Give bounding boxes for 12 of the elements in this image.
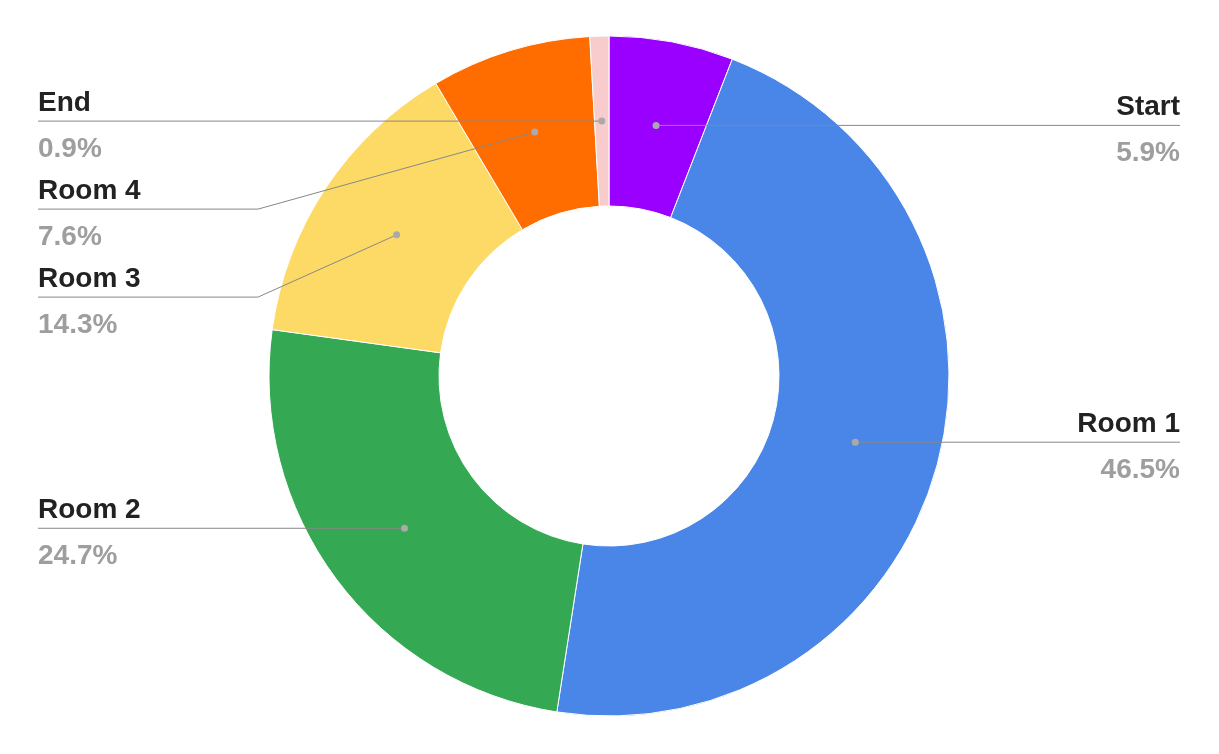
data-label: 0.9% xyxy=(38,132,102,164)
slice-label: Room 1 xyxy=(1077,407,1180,439)
data-label: 14.3% xyxy=(38,308,118,340)
slice-label: End xyxy=(38,86,91,118)
data-label: 5.9% xyxy=(1116,136,1181,168)
data-label: 7.6% xyxy=(38,220,102,252)
data-label: 24.7% xyxy=(38,539,118,571)
slice-label: Room 4 xyxy=(38,174,142,206)
slice-label: Room 3 xyxy=(38,262,141,294)
slice-label: Room 2 xyxy=(38,493,141,525)
slice-label: Start xyxy=(1116,90,1180,122)
data-label: 46.5% xyxy=(1100,453,1181,485)
